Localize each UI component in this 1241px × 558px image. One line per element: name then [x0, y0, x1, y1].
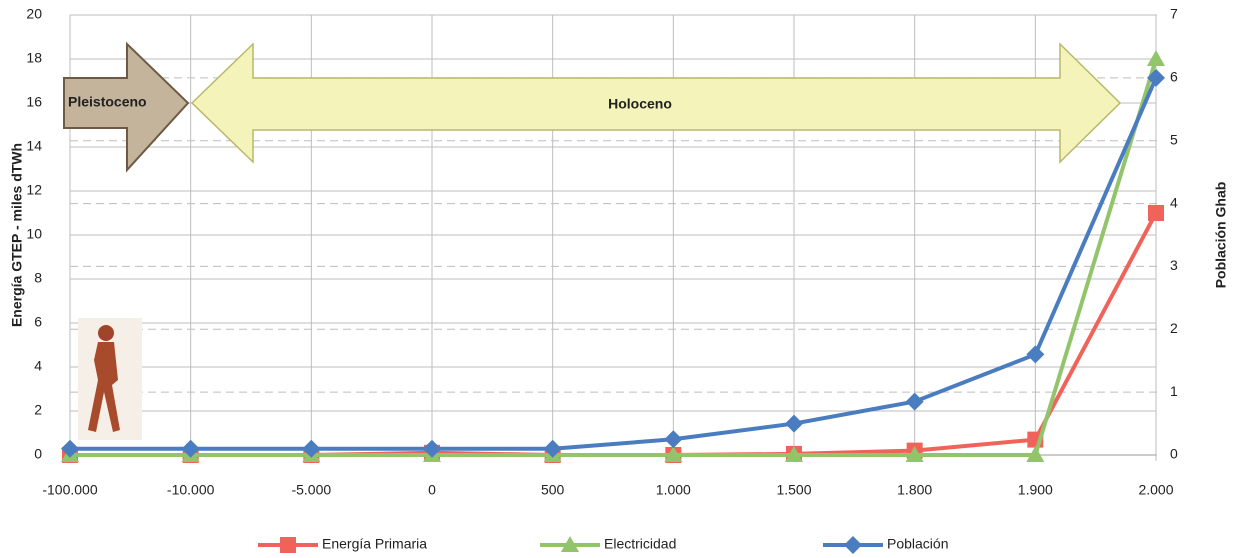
x-tick-label: 500: [541, 482, 565, 498]
y-tick-label: 16: [26, 94, 42, 110]
y2-tick-label: 0: [1170, 446, 1178, 462]
marker: [844, 536, 862, 554]
x-tick-label: 1.500: [776, 482, 811, 498]
marker: [664, 430, 682, 448]
x-tick-label: 2.000: [1138, 482, 1173, 498]
marker: [1026, 345, 1044, 363]
x-tick-label: 1.800: [897, 482, 932, 498]
y-tick-label: 6: [34, 314, 42, 330]
x-tick-label: 1.000: [656, 482, 691, 498]
page: {"chart_data": {"type": "line", "categor…: [0, 0, 1241, 558]
annotation: Pleistoceno: [68, 94, 147, 110]
marker: [280, 537, 296, 553]
y2-tick-label: 3: [1170, 257, 1178, 273]
annotation: Holoceno: [608, 96, 672, 112]
y-tick-label: 4: [34, 358, 42, 374]
y-tick-label: 14: [26, 138, 42, 154]
x-tick-label: -100.000: [42, 482, 97, 498]
y-tick-label: 12: [26, 182, 42, 198]
marker: [1148, 205, 1164, 221]
legend-label: Población: [887, 536, 949, 552]
y-tick-label: 0: [34, 446, 42, 462]
y2-tick-label: 2: [1170, 320, 1178, 336]
x-tick-label: -10.000: [167, 482, 215, 498]
y-tick-label: 18: [26, 50, 42, 66]
y2-tick-label: 6: [1170, 69, 1178, 85]
legend-label: Electricidad: [604, 536, 676, 552]
y-tick-label: 2: [34, 402, 42, 418]
y-axis-title: Energía GTEP - miles dTWh: [9, 143, 25, 327]
era-arrows: Pleistoceno Holoceno: [64, 44, 1120, 170]
y2-tick-label: 5: [1170, 131, 1178, 147]
marker: [1147, 50, 1165, 66]
x-tick-label: 1.900: [1018, 482, 1053, 498]
y2-tick-label: 7: [1170, 6, 1178, 22]
human-figure: [78, 318, 142, 440]
y2-tick-label: 1: [1170, 383, 1178, 399]
x-tick-label: -5.000: [291, 482, 331, 498]
y-tick-label: 8: [34, 270, 42, 286]
y2-tick-label: 4: [1170, 194, 1178, 210]
y2-axis-title: Población Ghab: [1213, 182, 1229, 289]
marker: [785, 415, 803, 433]
y-tick-label: 20: [26, 6, 42, 22]
y-tick-label: 10: [26, 226, 42, 242]
chart: 0246810121416182001234567 Pleistoceno Ho…: [0, 0, 1241, 558]
x-tick-label: 0: [428, 482, 436, 498]
marker: [906, 393, 924, 411]
legend-label: Energía Primaria: [322, 536, 427, 552]
series-line: [70, 213, 1156, 455]
